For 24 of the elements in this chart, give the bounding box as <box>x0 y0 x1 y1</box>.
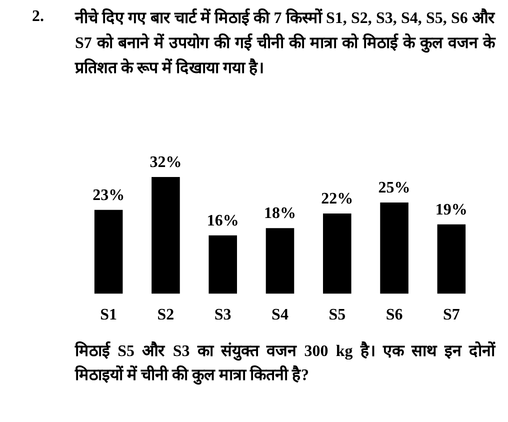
x-tick-label: S7 <box>442 306 460 324</box>
bar <box>208 235 237 294</box>
x-tick-label: S2 <box>157 306 174 324</box>
bar <box>266 228 294 294</box>
text: मिठाई S5 और S3 का संयुक्त वजन 300 kg है। एक साथ इन दोनों मिठाइयों में चीनी की कुल मात्रा कितनी है? <box>75 340 495 387</box>
bar <box>437 224 466 294</box>
x-tick-label: S1 <box>100 306 118 324</box>
data-label: 22% <box>321 190 354 208</box>
data-label: 19% <box>435 202 468 219</box>
bar <box>380 202 408 294</box>
text: 2. <box>32 8 44 26</box>
data-label: 18% <box>264 205 296 222</box>
bar <box>94 210 123 294</box>
bar <box>152 176 180 294</box>
data-label: 32% <box>150 154 182 172</box>
data-label: 23% <box>92 186 125 204</box>
x-tick-label: S6 <box>386 306 403 324</box>
x-tick-label: S3 <box>214 306 232 324</box>
x-tick-label: S4 <box>272 306 288 324</box>
x-tick-label: S5 <box>328 306 346 324</box>
data-label: 25% <box>378 180 410 197</box>
data-label: 16% <box>206 212 239 230</box>
bar <box>323 213 352 294</box>
chart-title: नीचे दिए गए बार चार्ट में मिठाई की 7 किस्मों S1, S2, S3, S4, S5, S6 और S7 को बनाने में उपयोग की गई चीनी की मात्रा को मिठाई के कुल वजन के प्रतिशत के रूप में दिखाया गया है। <box>75 7 495 79</box>
